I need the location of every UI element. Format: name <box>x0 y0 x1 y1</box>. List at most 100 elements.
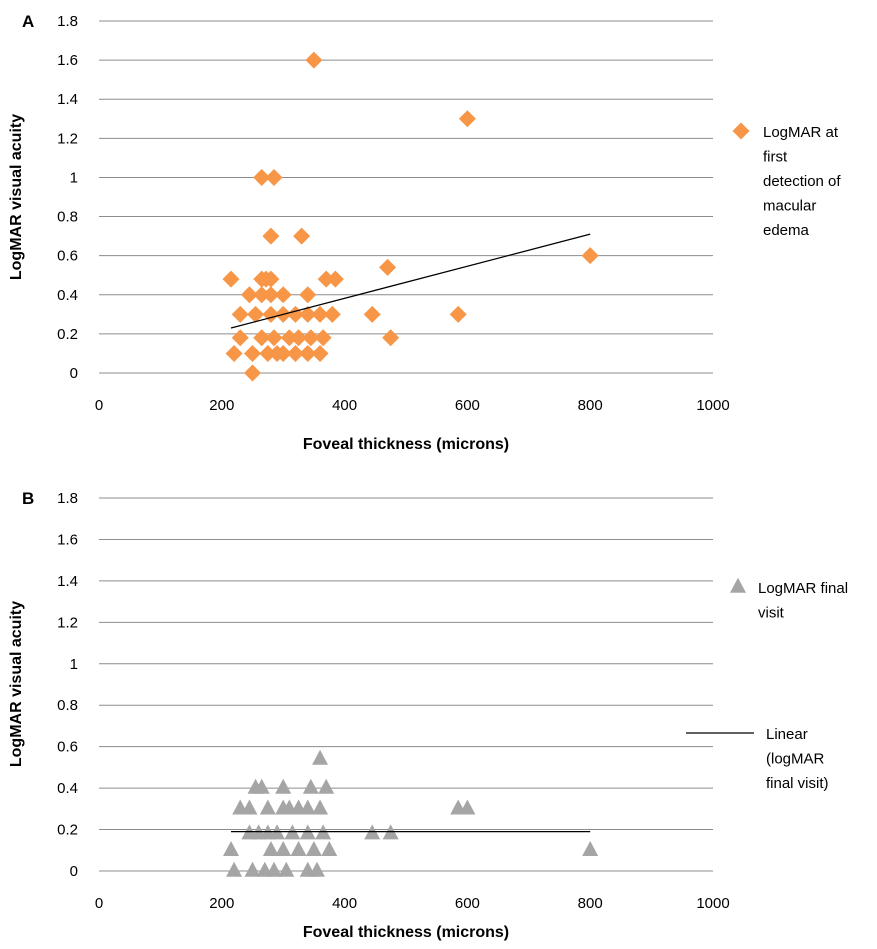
data-point <box>581 247 599 265</box>
data-point <box>223 840 240 856</box>
data-point <box>262 270 280 288</box>
data-point <box>231 329 249 347</box>
data-point <box>262 840 279 856</box>
y-tick-label: 1.8 <box>57 13 78 30</box>
data-point <box>244 344 261 362</box>
data-point <box>459 799 476 815</box>
data-point <box>247 305 265 323</box>
legend-label: LogMAR at <box>763 124 839 141</box>
data-point <box>222 270 240 288</box>
legend-marker <box>730 577 746 593</box>
y-tick-label: 0 <box>70 863 78 880</box>
x-tick-label: 800 <box>578 397 603 414</box>
data-point <box>323 305 341 323</box>
data-point <box>240 286 258 304</box>
data-point <box>311 305 329 323</box>
y-tick-label: 0.8 <box>57 209 78 226</box>
y-tick-label: 0.4 <box>57 780 78 797</box>
data-point <box>290 840 307 856</box>
y-axis-title: LogMAR visual acuity <box>8 601 25 767</box>
panel-label: A <box>22 12 34 31</box>
data-point <box>302 778 319 794</box>
x-tick-label: 400 <box>332 895 357 912</box>
x-tick-label: 800 <box>578 895 603 912</box>
panel-label: B <box>22 489 34 508</box>
data-point <box>259 344 277 362</box>
data-point <box>244 861 261 877</box>
x-tick-label: 0 <box>95 397 103 414</box>
y-tick-label: 0.8 <box>57 697 78 714</box>
data-point <box>449 305 467 323</box>
y-tick-label: 1.2 <box>57 614 78 631</box>
data-point <box>308 861 325 877</box>
legend-marker <box>732 122 750 140</box>
data-point <box>311 344 329 362</box>
x-axis-title: Foveal thickness (microns) <box>303 436 509 453</box>
legend-label: LogMAR final <box>758 580 848 597</box>
y-tick-label: 1.4 <box>57 91 78 108</box>
y-tick-label: 1.4 <box>57 573 78 590</box>
x-tick-label: 200 <box>209 397 234 414</box>
data-point <box>305 840 322 856</box>
y-axis-title: LogMAR visual acuity <box>8 114 25 280</box>
legend-label: macular <box>763 198 816 215</box>
x-tick-label: 600 <box>455 397 480 414</box>
data-point <box>231 305 249 323</box>
legend-label: first <box>763 149 788 166</box>
data-point <box>244 364 261 382</box>
data-point <box>299 344 317 362</box>
data-point <box>226 861 243 877</box>
data-point <box>259 799 276 815</box>
data-point <box>225 344 243 362</box>
data-point <box>299 799 316 815</box>
data-point <box>299 305 317 323</box>
data-point <box>293 227 311 245</box>
data-point <box>312 749 329 765</box>
data-point <box>253 778 270 794</box>
y-tick-label: 0.2 <box>57 326 78 343</box>
data-point <box>305 51 323 69</box>
data-point <box>317 270 335 288</box>
trendline <box>230 233 591 329</box>
legend-label: visit <box>758 605 785 622</box>
x-tick-label: 1000 <box>696 895 729 912</box>
legend-trendline-label: final visit) <box>766 775 829 792</box>
data-point <box>278 861 295 877</box>
chart-panel-b: 0 0.2 0.4 0.6 0.8 1 1.2 1.4 1.6 1.8 0 200 400 600 800 1… <box>8 489 848 941</box>
data-point <box>253 329 271 347</box>
data-point <box>314 329 332 347</box>
data-point <box>265 861 282 877</box>
data-point <box>253 168 271 186</box>
y-tick-label: 0.6 <box>57 248 78 265</box>
data-point <box>262 286 280 304</box>
chart-panel-a: 0 0.2 0.4 0.6 0.8 1 1.2 1.4 1.6 1.8 0 200 400 600 800 1… <box>8 12 841 453</box>
data-point <box>382 329 400 347</box>
data-point <box>275 840 292 856</box>
data-point <box>458 110 476 128</box>
y-tick-label: 1.2 <box>57 130 78 147</box>
data-point <box>299 286 317 304</box>
data-point <box>265 329 283 347</box>
data-point <box>286 344 304 362</box>
legend-trendline-label: (logMAR <box>766 751 825 768</box>
data-point <box>274 344 292 362</box>
y-tick-label: 0.4 <box>57 287 78 304</box>
data-point <box>312 799 329 815</box>
data-point <box>253 286 271 304</box>
data-point <box>280 329 298 347</box>
data-point <box>241 799 258 815</box>
y-tick-label: 1 <box>70 169 78 186</box>
data-point <box>363 305 381 323</box>
legend-trendline-label: Linear <box>766 726 808 743</box>
data-point <box>275 778 292 794</box>
legend-label: detection of <box>763 173 841 190</box>
data-point <box>262 227 280 245</box>
y-tick-label: 1.6 <box>57 531 78 548</box>
y-tick-label: 1.6 <box>57 52 78 69</box>
y-tick-label: 0.2 <box>57 822 78 839</box>
x-tick-label: 1000 <box>696 397 729 414</box>
x-tick-label: 0 <box>95 895 103 912</box>
x-tick-label: 200 <box>209 895 234 912</box>
data-point <box>290 329 308 347</box>
